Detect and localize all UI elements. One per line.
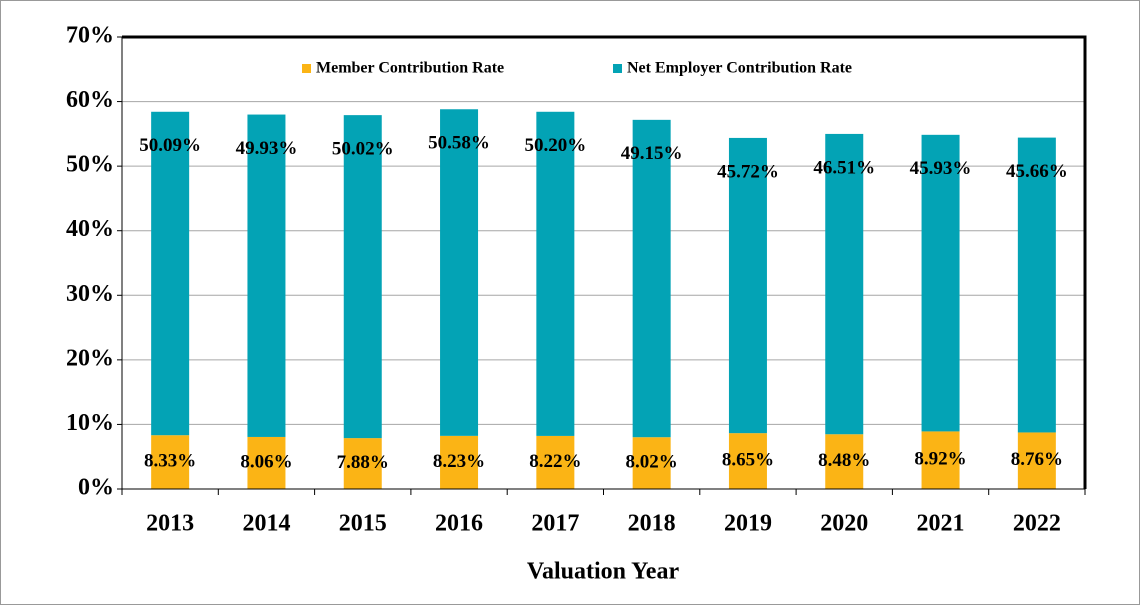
x-tick-label: 2018 <box>628 511 676 537</box>
data-label: 45.93% <box>910 158 972 179</box>
data-label: 8.65% <box>722 449 774 470</box>
bar-segment <box>247 114 286 437</box>
data-label: 49.15% <box>621 143 683 164</box>
data-label: 46.51% <box>813 157 875 178</box>
data-label: 8.23% <box>433 451 485 472</box>
legend-swatch <box>302 64 311 73</box>
bar-segment <box>151 435 190 489</box>
data-label: 49.93% <box>236 138 298 159</box>
y-tick-label: 70% <box>66 23 114 49</box>
x-tick-label: 2021 <box>917 511 965 537</box>
bar-segment <box>440 435 479 489</box>
y-tick-label: 60% <box>66 87 114 113</box>
legend-label: Net Employer Contribution Rate <box>627 60 852 77</box>
y-tick-label: 0% <box>78 475 114 501</box>
bar-segment <box>343 115 382 439</box>
x-tick-label: 2020 <box>820 511 868 537</box>
bar-segment <box>825 133 864 435</box>
bar-segment <box>921 431 960 489</box>
data-label: 50.20% <box>524 135 586 156</box>
bar-segment <box>440 109 479 436</box>
y-tick-label: 50% <box>66 152 114 178</box>
x-tick-label: 2013 <box>146 511 194 537</box>
bar-segment <box>921 134 960 432</box>
data-label: 8.06% <box>240 451 292 472</box>
x-tick-label: 2014 <box>242 511 290 537</box>
data-label: 8.22% <box>529 451 581 472</box>
y-tick-label: 10% <box>66 410 114 436</box>
data-label: 50.02% <box>332 138 394 159</box>
x-tick-label: 2015 <box>339 511 387 537</box>
data-label: 50.09% <box>139 135 201 156</box>
legend-label: Member Contribution Rate <box>316 60 504 77</box>
bar-segment <box>1017 432 1056 489</box>
x-axis-label: Valuation Year <box>527 559 680 585</box>
legend-swatch <box>613 64 622 73</box>
bar-segment <box>632 437 671 489</box>
data-label: 8.76% <box>1011 449 1063 470</box>
y-tick-label: 20% <box>66 345 114 371</box>
x-tick-label: 2016 <box>435 511 483 537</box>
bar-segment <box>536 111 575 436</box>
y-tick-label: 30% <box>66 281 114 307</box>
bar-segment <box>825 434 864 489</box>
y-tick-label: 40% <box>66 216 114 242</box>
x-tick-label: 2022 <box>1013 511 1061 537</box>
data-label: 8.48% <box>818 450 870 471</box>
data-label: 8.02% <box>626 451 678 472</box>
x-tick-label: 2019 <box>724 511 772 537</box>
bar-segment <box>728 137 767 434</box>
bar-segment <box>343 438 382 489</box>
data-label: 8.33% <box>144 450 196 471</box>
bar-segment <box>247 436 286 489</box>
bar-segment <box>728 433 767 489</box>
bar-segment <box>151 111 190 436</box>
bar-segment <box>1017 137 1056 433</box>
data-label: 7.88% <box>337 452 389 473</box>
data-label: 50.58% <box>428 133 490 154</box>
bar-segment <box>632 119 671 438</box>
data-label: 8.92% <box>914 449 966 470</box>
data-label: 45.72% <box>717 161 779 182</box>
bar-segment <box>536 435 575 489</box>
data-label: 45.66% <box>1006 161 1068 182</box>
x-tick-label: 2017 <box>531 511 579 537</box>
